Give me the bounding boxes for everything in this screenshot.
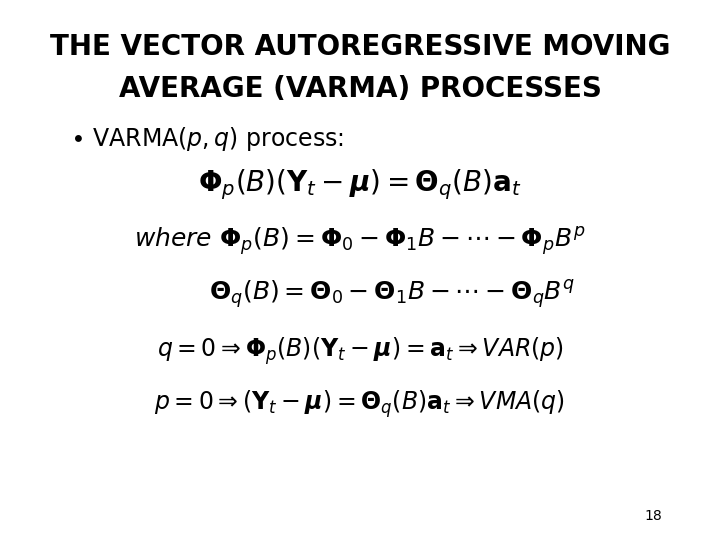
- Text: $\bullet$ VARMA($p,q$) process:: $\bullet$ VARMA($p,q$) process:: [71, 125, 344, 153]
- Text: $\mathbf{\Phi}_p(B)(\mathbf{Y}_t - \boldsymbol{\mu}) = \mathbf{\Theta}_q(B)\math: $\mathbf{\Phi}_p(B)(\mathbf{Y}_t - \bold…: [198, 167, 522, 202]
- Text: $\mathbf{\Theta}_q(B) = \mathbf{\Theta}_0 - \mathbf{\Theta}_1 B - \cdots - \math: $\mathbf{\Theta}_q(B) = \mathbf{\Theta}_…: [209, 278, 575, 310]
- Text: AVERAGE (VARMA) PROCESSES: AVERAGE (VARMA) PROCESSES: [119, 76, 601, 103]
- Text: 18: 18: [645, 509, 662, 523]
- Text: THE VECTOR AUTOREGRESSIVE MOVING: THE VECTOR AUTOREGRESSIVE MOVING: [50, 33, 670, 61]
- Text: $p = 0 \Rightarrow (\mathbf{Y}_t - \boldsymbol{\mu}) = \mathbf{\Theta}_q(B)\math: $p = 0 \Rightarrow (\mathbf{Y}_t - \bold…: [155, 388, 565, 420]
- Text: $where\ \mathbf{\Phi}_p(B) = \mathbf{\Phi}_0 - \mathbf{\Phi}_1 B - \cdots - \mat: $where\ \mathbf{\Phi}_p(B) = \mathbf{\Ph…: [134, 225, 586, 258]
- Text: $q = 0 \Rightarrow \mathbf{\Phi}_p(B)(\mathbf{Y}_t - \boldsymbol{\mu}) = \mathbf: $q = 0 \Rightarrow \mathbf{\Phi}_p(B)(\m…: [156, 336, 564, 367]
